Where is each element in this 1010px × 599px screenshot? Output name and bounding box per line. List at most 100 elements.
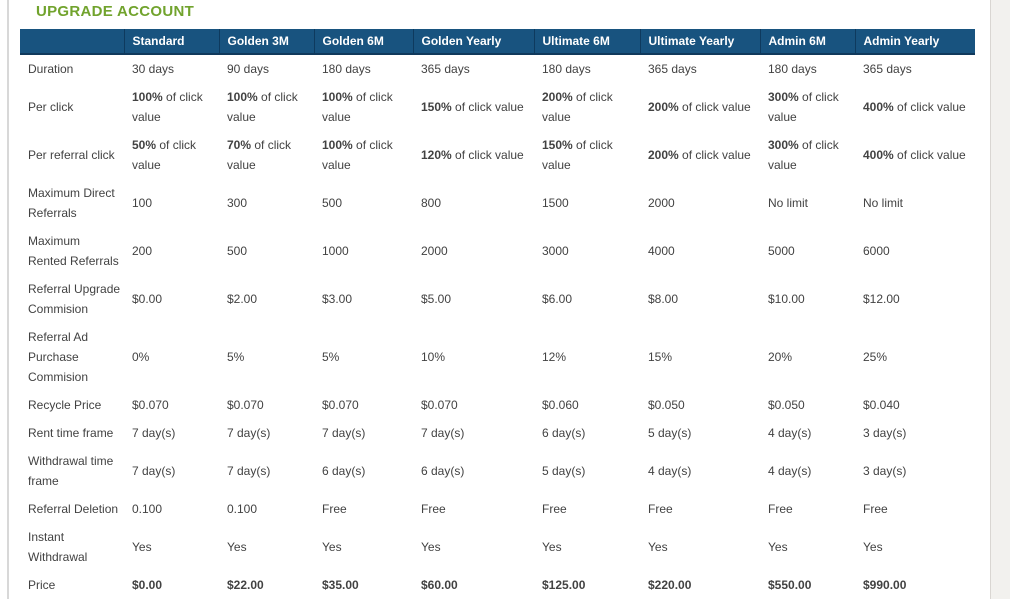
table-cell: Yes bbox=[863, 540, 883, 554]
table-cell: 7 day(s) bbox=[132, 464, 176, 478]
table-cell: Yes bbox=[421, 540, 441, 554]
table-cell: 4 day(s) bbox=[768, 426, 812, 440]
cell-value-bold: $0.00 bbox=[132, 578, 163, 592]
row-label: Withdrawal time frame bbox=[28, 454, 114, 488]
table-cell: 7 day(s) bbox=[227, 464, 271, 478]
table-cell: $6.00 bbox=[542, 292, 573, 306]
table-row: Referral Upgrade Commision $0.00 $2.00 $3.0… bbox=[20, 275, 975, 323]
cell-percentage-bold: 100% bbox=[132, 90, 163, 104]
table-cell: $10.00 bbox=[768, 292, 805, 306]
cell-percentage-bold: 150% bbox=[421, 100, 452, 114]
table-cell: 180 days bbox=[322, 62, 371, 76]
table-cell: Free bbox=[542, 502, 567, 516]
cell-percentage-bold: 200% bbox=[648, 148, 679, 162]
table-cell: 50% of click value bbox=[124, 131, 219, 179]
row-label: Per click bbox=[28, 100, 74, 114]
table-cell: $0.070 bbox=[132, 398, 169, 412]
table-cell: $35.00 bbox=[314, 571, 413, 599]
cell-text: of click value bbox=[227, 138, 292, 172]
table-cell: 150% of click value bbox=[534, 131, 640, 179]
table-header-row: Standard Golden 3M Golden 6M Golden Yearly U… bbox=[20, 29, 975, 55]
table-cell: 7 day(s) bbox=[421, 426, 465, 440]
cell-text: of click value bbox=[322, 138, 393, 172]
table-cell: 4 day(s) bbox=[648, 464, 692, 478]
column-header-blank bbox=[20, 29, 124, 55]
table-cell: $0.050 bbox=[768, 398, 805, 412]
table-cell: 300% of click value bbox=[760, 131, 855, 179]
cell-text: of click value bbox=[678, 148, 751, 162]
table-cell: 6000 bbox=[863, 244, 890, 258]
left-border-line bbox=[7, 0, 9, 599]
row-label: Maximum Direct Referrals bbox=[28, 186, 115, 220]
cell-text: of click value bbox=[132, 90, 203, 124]
table-cell: 365 days bbox=[421, 62, 470, 76]
table-cell: 300 bbox=[227, 196, 248, 210]
table-cell: 200% of click value bbox=[640, 131, 760, 179]
table-cell: 6 day(s) bbox=[542, 426, 586, 440]
cell-percentage-bold: 120% bbox=[421, 148, 452, 162]
table-cell: 5000 bbox=[768, 244, 795, 258]
table-cell: $22.00 bbox=[219, 571, 314, 599]
table-cell: 7 day(s) bbox=[227, 426, 271, 440]
table-cell: $0.040 bbox=[863, 398, 900, 412]
table-cell: Yes bbox=[768, 540, 788, 554]
table-cell: Yes bbox=[542, 540, 562, 554]
table-cell: 100% of click value bbox=[314, 131, 413, 179]
table-row: Per click 100% of click value 100% of clic… bbox=[20, 83, 975, 131]
column-header: Admin 6M bbox=[759, 29, 855, 55]
column-header: Golden 6M bbox=[313, 29, 413, 55]
column-header: Golden 3M bbox=[218, 29, 314, 55]
table-cell: 1000 bbox=[322, 244, 349, 258]
cell-text: of click value bbox=[542, 90, 613, 124]
table-cell: $990.00 bbox=[855, 571, 975, 599]
table-row: Maximum Rented Referrals 200 500 1000 2000 30… bbox=[20, 227, 975, 275]
cell-percentage-bold: 300% bbox=[768, 90, 799, 104]
table-cell: 400% of click value bbox=[855, 131, 975, 179]
cell-text: of click value bbox=[678, 100, 751, 114]
cell-percentage-bold: 100% bbox=[322, 138, 353, 152]
table-cell: 70% of click value bbox=[219, 131, 314, 179]
right-page-background bbox=[990, 0, 1010, 599]
cell-text: of click value bbox=[322, 90, 393, 124]
table-row: Per referral click 50% of click value 70% … bbox=[20, 131, 975, 179]
table-row: Duration 30 days 90 days 180 days 365 days 18… bbox=[20, 54, 975, 83]
table-cell: $550.00 bbox=[760, 571, 855, 599]
row-label: Referral Ad Purchase Commision bbox=[28, 330, 89, 384]
table-cell: Yes bbox=[227, 540, 247, 554]
table-row: Referral Deletion 0.100 0.100 Free Free Free F… bbox=[20, 495, 975, 523]
table-cell: $2.00 bbox=[227, 292, 258, 306]
table-cell: Yes bbox=[132, 540, 152, 554]
table-cell: $0.070 bbox=[421, 398, 458, 412]
cell-text: of click value bbox=[227, 90, 298, 124]
table-cell: 6 day(s) bbox=[421, 464, 465, 478]
table-cell: 5 day(s) bbox=[542, 464, 586, 478]
page-title: UPGRADE ACCOUNT bbox=[36, 3, 195, 20]
table-cell: 15% bbox=[648, 350, 673, 364]
row-label: Referral Upgrade Commision bbox=[28, 282, 121, 316]
table-cell: $3.00 bbox=[322, 292, 353, 306]
table-cell: 200% of click value bbox=[534, 83, 640, 131]
table-cell: 500 bbox=[322, 196, 343, 210]
cell-text: of click value bbox=[132, 138, 197, 172]
table-cell: 365 days bbox=[863, 62, 912, 76]
table-cell: 20% bbox=[768, 350, 793, 364]
cell-percentage-bold: 400% bbox=[863, 148, 894, 162]
table-cell: Free bbox=[768, 502, 793, 516]
table-cell: $0.060 bbox=[542, 398, 579, 412]
cell-value-bold: $35.00 bbox=[322, 578, 359, 592]
table-cell: 12% bbox=[542, 350, 567, 364]
table-cell: 200 bbox=[132, 244, 153, 258]
row-label: Recycle Price bbox=[28, 398, 102, 412]
column-header: Admin Yearly bbox=[854, 29, 975, 55]
table-row: Rent time frame 7 day(s) 7 day(s) 7 day(s) 7… bbox=[20, 419, 975, 447]
cell-percentage-bold: 200% bbox=[542, 90, 573, 104]
table-cell: $12.00 bbox=[863, 292, 900, 306]
table-cell: 25% bbox=[863, 350, 888, 364]
cell-text: of click value bbox=[542, 138, 613, 172]
table-cell: 2000 bbox=[648, 196, 675, 210]
table-cell: $0.070 bbox=[227, 398, 264, 412]
table-cell: 7 day(s) bbox=[132, 426, 176, 440]
table-cell: $60.00 bbox=[413, 571, 534, 599]
table-cell: $8.00 bbox=[648, 292, 679, 306]
cell-percentage-bold: 300% bbox=[768, 138, 799, 152]
